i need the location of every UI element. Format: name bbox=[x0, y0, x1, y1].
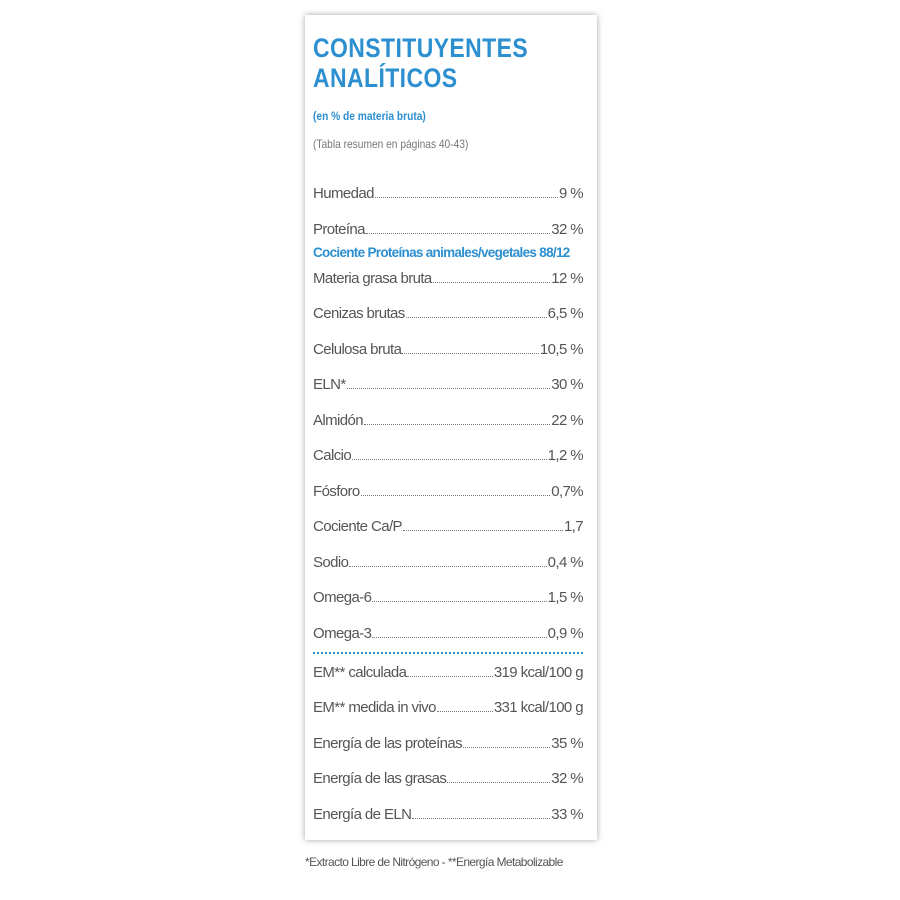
leader bbox=[405, 317, 547, 318]
value: 35 % bbox=[551, 734, 583, 752]
label: Celulosa bruta bbox=[313, 340, 402, 358]
leader bbox=[352, 459, 547, 460]
leader bbox=[407, 675, 493, 677]
row: Cenizas brutas 6,5 % bbox=[313, 287, 584, 322]
value: 1,5 % bbox=[547, 589, 584, 606]
value: 30 % bbox=[551, 376, 583, 393]
label: EM** calculada bbox=[313, 663, 407, 681]
value: 1,7 bbox=[563, 518, 584, 535]
row: Energía de ELN 33 % bbox=[313, 787, 584, 823]
row: Celulosa bruta 10,5 % bbox=[313, 322, 584, 358]
title: CONSTITUYENTES bbox=[313, 33, 529, 63]
label: EM** medida in vivo bbox=[313, 699, 436, 716]
note: (Tabla resumen en páginas 40-43) bbox=[313, 137, 469, 151]
leader bbox=[463, 746, 551, 748]
row: EM** medida in vivo 331 kcal/100 g bbox=[313, 681, 584, 716]
title: ANALÍTICOS bbox=[313, 63, 458, 93]
separator bbox=[313, 651, 583, 654]
label: Almidón bbox=[313, 411, 364, 429]
label: Fósforo bbox=[313, 482, 360, 500]
row: Omega-3 0,9 % bbox=[313, 606, 584, 642]
leader bbox=[346, 388, 551, 389]
value: 319 kcal/100 g bbox=[493, 663, 584, 681]
row: Humedad 9 % bbox=[313, 175, 584, 202]
leader bbox=[364, 423, 551, 425]
value: 32 % bbox=[551, 770, 583, 787]
value: 331 kcal/100 g bbox=[493, 699, 584, 716]
label: Energía de ELN bbox=[313, 805, 412, 823]
leader bbox=[447, 782, 551, 783]
label: Materia grasa bruta bbox=[313, 269, 432, 287]
label: Proteína bbox=[313, 220, 366, 238]
row: Cociente Ca/P 1,7 bbox=[313, 500, 584, 535]
row: Energía de las proteínas 35 % bbox=[313, 716, 584, 752]
rows: Humedad 9 % Proteína 32 % Cociente Proteínas… bbox=[313, 175, 584, 823]
row: Materia grasa bruta 12 % bbox=[313, 260, 584, 287]
label: Cenizas brutas bbox=[313, 305, 405, 322]
label: Humedad bbox=[313, 185, 374, 202]
label: Omega-6 bbox=[313, 589, 372, 606]
value: 0,9 % bbox=[547, 624, 584, 642]
value: 88/12 bbox=[539, 244, 570, 260]
label: Energía de las proteínas bbox=[313, 734, 463, 752]
value: 6,5 % bbox=[547, 305, 584, 322]
row: ELN* 30 % bbox=[313, 358, 584, 393]
row: Sodio 0,4 % bbox=[313, 535, 584, 571]
label: ELN* bbox=[313, 376, 346, 393]
label: Cociente Proteínas animales/vegetales bbox=[313, 244, 537, 260]
value: 22 % bbox=[551, 411, 583, 429]
value: 1,2 % bbox=[547, 447, 584, 464]
value: 10,5 % bbox=[539, 340, 584, 358]
leader bbox=[412, 817, 551, 819]
row: EM** calculada 319 kcal/100 g bbox=[313, 654, 584, 681]
leader bbox=[365, 232, 551, 234]
leader bbox=[374, 197, 558, 198]
card: CONSTITUYENTES ANALÍTICOS (en % de mater… bbox=[305, 15, 597, 840]
leader bbox=[432, 281, 551, 283]
value: 0,4 % bbox=[547, 553, 584, 571]
leader bbox=[436, 711, 493, 712]
leader bbox=[402, 530, 563, 531]
value: 0,7% bbox=[551, 482, 583, 500]
leader bbox=[349, 565, 547, 567]
row: Almidón 22 % bbox=[313, 393, 584, 429]
leader bbox=[360, 494, 551, 496]
leader bbox=[402, 352, 539, 354]
row: Omega-6 1,5 % bbox=[313, 571, 584, 606]
value: 9 % bbox=[558, 185, 584, 202]
subtitle: (en % de materia bruta) bbox=[313, 109, 426, 123]
leader bbox=[372, 636, 547, 638]
label: Cociente Ca/P bbox=[313, 518, 403, 535]
value: 12 % bbox=[551, 269, 583, 287]
label: Omega-3 bbox=[313, 624, 372, 642]
label: Calcio bbox=[313, 447, 352, 464]
row: Energía de las grasas 32 % bbox=[313, 752, 584, 787]
leader bbox=[372, 601, 547, 602]
ratio-row: Cociente Proteínas animales/vegetales 88… bbox=[313, 238, 583, 260]
value: 33 % bbox=[551, 805, 583, 823]
row: Proteína 32 % bbox=[313, 202, 584, 238]
footnote: *Extracto Libre de Nitrógeno - **Energía… bbox=[305, 855, 563, 869]
label: Energía de las grasas bbox=[313, 770, 447, 787]
value: 32 % bbox=[551, 220, 583, 238]
row: Fósforo 0,7% bbox=[313, 464, 584, 500]
label: Sodio bbox=[313, 553, 349, 571]
row: Calcio 1,2 % bbox=[313, 429, 584, 464]
